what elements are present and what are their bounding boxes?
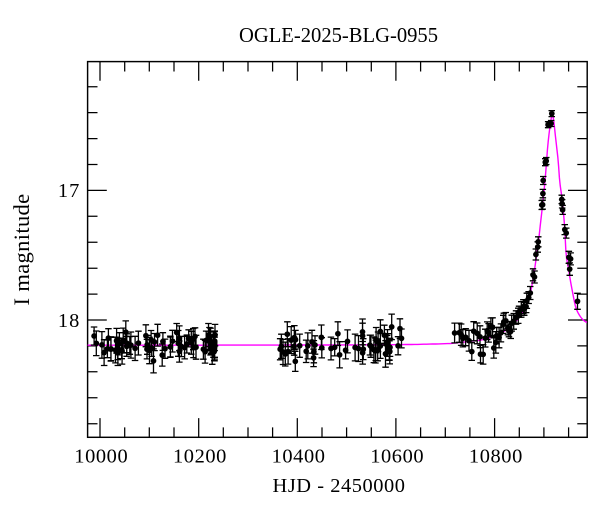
svg-text:I magnitude: I magnitude <box>9 194 34 306</box>
svg-text:10400: 10400 <box>272 446 326 468</box>
svg-text:10600: 10600 <box>370 446 424 468</box>
svg-text:18: 18 <box>58 310 80 332</box>
svg-text:OGLE-2025-BLG-0955: OGLE-2025-BLG-0955 <box>239 25 438 47</box>
svg-text:17: 17 <box>58 180 80 202</box>
svg-text:10800: 10800 <box>469 446 523 468</box>
svg-text:10200: 10200 <box>173 446 227 468</box>
svg-text:HJD - 2450000: HJD - 2450000 <box>273 475 406 497</box>
svg-text:10000: 10000 <box>74 446 128 468</box>
